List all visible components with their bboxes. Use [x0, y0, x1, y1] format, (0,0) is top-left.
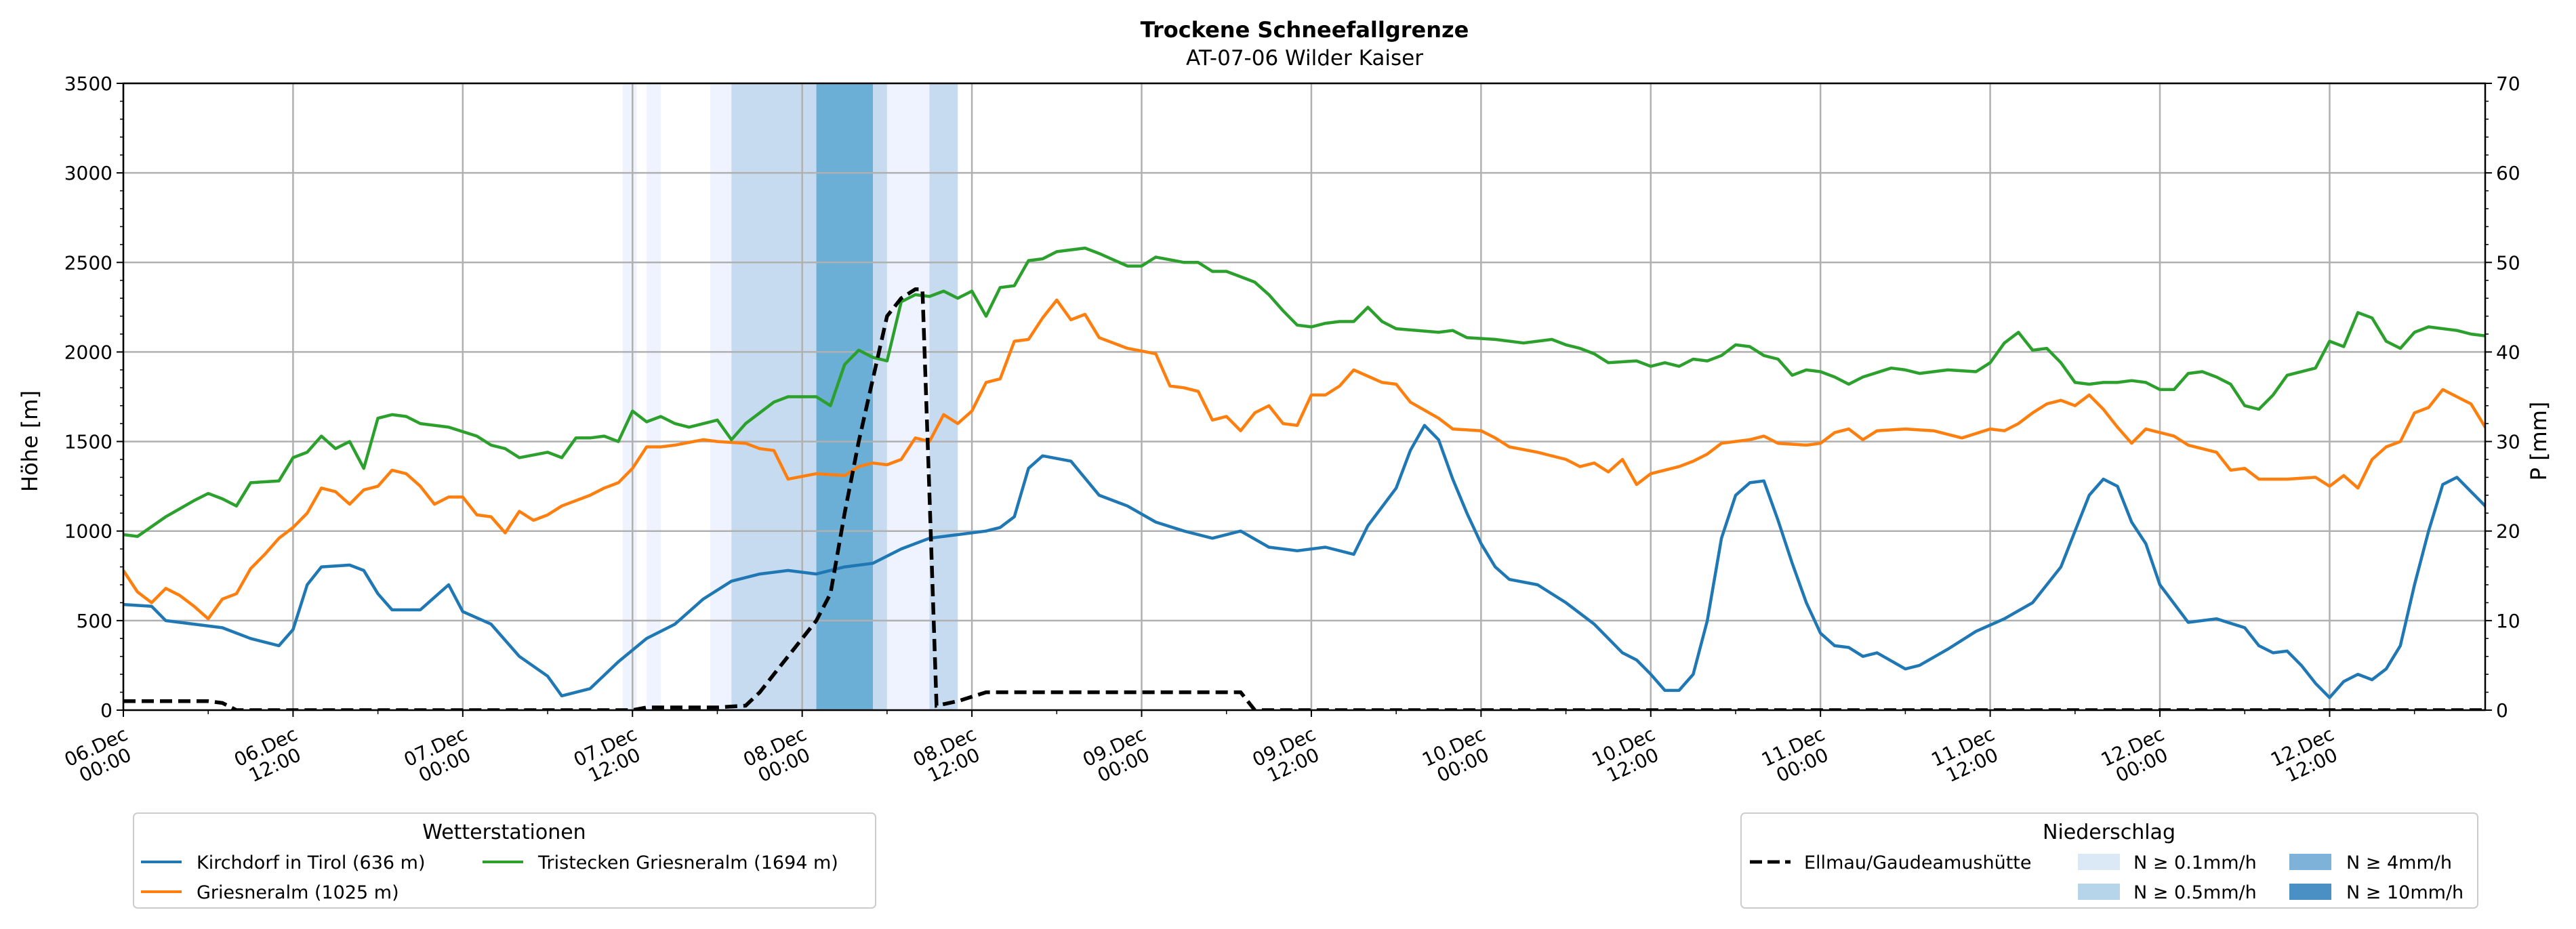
legend-swatch-n05 — [2078, 884, 2120, 900]
series-lines — [123, 246, 2485, 710]
ytick-label-right-2: 20 — [2496, 520, 2520, 543]
ytick-label-left-7: 3500 — [64, 73, 113, 95]
legend-precip-title: Niederschlag — [2043, 821, 2175, 844]
legend-label-kirchdorf: Kirchdorf in Tirol (636 m) — [197, 852, 425, 873]
legend-label-n10: N ≥ 10mm/h — [2346, 882, 2463, 903]
precip-band-0 — [622, 83, 637, 710]
ytick-label-right-5: 50 — [2496, 251, 2520, 274]
precip-line — [123, 287, 2485, 710]
legend-swatch-n01 — [2078, 854, 2120, 870]
ytick-label-left-0: 0 — [100, 699, 113, 722]
precip-band-2 — [710, 83, 732, 710]
legend-swatch-n4 — [2289, 854, 2331, 870]
ytick-label-right-0: 0 — [2496, 699, 2508, 722]
series-line-0 — [123, 424, 2485, 699]
legend-label-tristecken: Tristecken Griesneralm (1694 m) — [537, 852, 838, 873]
ytick-label-left-6: 3000 — [64, 162, 113, 184]
ytick-label-right-3: 30 — [2496, 431, 2520, 453]
ytick-label-left-5: 2500 — [64, 251, 113, 274]
y-axis-label-right: P [mm] — [2526, 402, 2552, 481]
chart-title: Trockene Schneefallgrenze — [1141, 17, 1469, 43]
legend-stations-title: Wetterstationen — [422, 821, 586, 844]
axes: 0 500 1000 1500 2000 2500 3000 3500 0 10 20 30 40 50 6… — [61, 73, 2520, 787]
series-line-1 — [123, 298, 2485, 621]
legend-label-n05: N ≥ 0.5mm/h — [2133, 882, 2257, 903]
ytick-label-right-7: 70 — [2496, 73, 2520, 95]
ytick-label-left-1: 500 — [77, 610, 113, 632]
y-axis-label-left: Höhe [m] — [17, 390, 43, 492]
chart-subtitle: AT-07-06 Wilder Kaiser — [1186, 46, 1423, 70]
precip-band-5 — [873, 83, 887, 710]
legend-swatch-n10 — [2289, 884, 2331, 900]
precip-band-6 — [886, 83, 930, 710]
ytick-label-left-4: 2000 — [64, 341, 113, 363]
ytick-label-left-3: 1500 — [64, 431, 113, 453]
precip-band-4 — [816, 83, 874, 710]
legend-stations: Wetterstationen Kirchdorf in Tirol (636 … — [133, 812, 876, 909]
precip-band-7 — [929, 83, 958, 710]
legend-label-n4: N ≥ 4mm/h — [2346, 852, 2452, 873]
legend-label-ellmau: Ellmau/Gaudeamushütte — [1804, 852, 2031, 873]
precip-band-1 — [647, 83, 661, 710]
ytick-label-right-6: 60 — [2496, 162, 2520, 184]
plot-frame — [122, 82, 2487, 711]
legend-label-griesneralm: Griesneralm (1025 m) — [197, 882, 399, 903]
ytick-label-right-1: 10 — [2496, 610, 2520, 632]
ytick-label-right-4: 40 — [2496, 341, 2520, 363]
series-line-2 — [123, 246, 2485, 538]
legend-precip: Niederschlag Ellmau/Gaudeamushütte N ≥ 0… — [1740, 812, 2478, 909]
legend-label-n01: N ≥ 0.1mm/h — [2133, 852, 2257, 873]
ytick-label-left-2: 1000 — [64, 520, 113, 543]
